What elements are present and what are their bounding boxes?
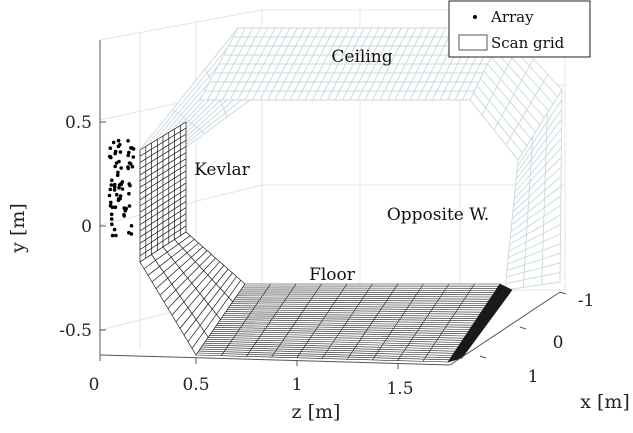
array-point [108, 187, 113, 192]
array-point [110, 178, 114, 183]
array-point [108, 146, 113, 150]
array-point [115, 173, 120, 177]
tick-marks [99, 121, 567, 369]
y-tick-neg0.5: -0.5 [59, 321, 92, 341]
z-tick-0.5: 0.5 [182, 375, 209, 395]
array-point [127, 191, 131, 196]
array-point [126, 153, 130, 158]
scan-grid-mesh [139, 26, 563, 363]
array-point [128, 183, 132, 188]
mesh-floor-right-slope [447, 283, 513, 363]
legend-array-label: Array [490, 8, 534, 26]
array-point [114, 161, 119, 165]
mesh-ceiling-right-slope [469, 27, 563, 161]
array-point [107, 193, 112, 198]
array-point [111, 140, 116, 145]
array-point [127, 150, 131, 155]
array-point [116, 138, 121, 143]
z-axis-label: z [m] [292, 401, 341, 423]
mesh-floor [195, 283, 501, 363]
array-point [129, 224, 134, 228]
y-axis-label: y [m] [7, 203, 29, 254]
array-point [113, 164, 117, 169]
array-point [109, 217, 114, 221]
array-point [119, 166, 123, 170]
array-point [117, 183, 122, 187]
array-point [112, 185, 117, 189]
annotation-opposite-wall: Opposite W. [387, 205, 489, 225]
array-point [109, 183, 114, 187]
array-point [110, 233, 115, 238]
array-point [110, 205, 115, 209]
legend-array-marker [473, 15, 477, 19]
array-points [107, 138, 136, 238]
array-point [112, 182, 117, 187]
z-tick-0: 0 [89, 375, 100, 395]
array-point [112, 227, 117, 232]
legend-scan-grid-swatch [458, 34, 488, 51]
array-point [112, 188, 117, 192]
z-tick-1: 1 [292, 375, 303, 395]
x-tick-1: 1 [528, 367, 539, 387]
array-point [120, 187, 125, 191]
y-tick-0: 0 [81, 217, 92, 237]
x-tick-0: 0 [553, 333, 564, 353]
array-point [117, 186, 121, 190]
array-point [109, 212, 114, 217]
array-point [123, 208, 128, 213]
axes-lines [99, 40, 561, 366]
mesh-opposite-wall [504, 88, 563, 291]
array-point [110, 222, 114, 227]
annotation-floor: Floor [309, 265, 356, 285]
mesh-kevlar-wall [139, 121, 187, 263]
array-point [126, 165, 130, 169]
x-axis-label: x [m] [580, 391, 630, 413]
array-point [109, 200, 113, 205]
annotation-kevlar: Kevlar [194, 160, 250, 180]
array-point [116, 170, 120, 175]
array-point [126, 139, 130, 143]
array-point [130, 164, 135, 169]
array-point [118, 150, 123, 154]
array-point [131, 147, 136, 151]
x-tick-neg1: -1 [578, 291, 595, 311]
array-point [118, 196, 122, 201]
array-point [116, 144, 121, 149]
array-point [113, 205, 118, 209]
array-point [127, 204, 132, 208]
mesh-ceiling [199, 27, 506, 101]
array-point [127, 161, 132, 165]
y-tick-0.5: 0.5 [65, 113, 92, 133]
array-point [114, 233, 118, 238]
annotation-ceiling: Ceiling [331, 47, 392, 67]
legend: Array Scan grid [448, 0, 591, 58]
array-point [127, 230, 131, 235]
array-point [107, 154, 112, 159]
array-point [122, 212, 126, 217]
legend-scan-grid-label: Scan grid [491, 34, 565, 52]
array-point [131, 155, 136, 159]
array-point [113, 151, 117, 156]
z-tick-1.5: 1.5 [386, 379, 413, 399]
array-point [115, 192, 119, 197]
